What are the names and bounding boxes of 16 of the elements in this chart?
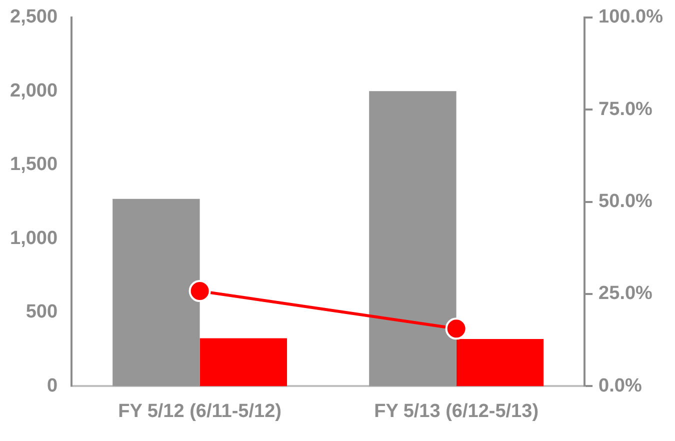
y2-tick-label: 100.0% bbox=[598, 6, 664, 28]
bar bbox=[200, 338, 288, 386]
y2-tick-label: 0.0% bbox=[598, 375, 642, 396]
y-tick-label: 1,000 bbox=[10, 228, 58, 249]
y2-tick-label: 25.0% bbox=[598, 283, 653, 304]
y-tick-label: 500 bbox=[26, 302, 58, 323]
bar bbox=[112, 198, 200, 386]
x-tick-label: FY 5/12 (6/11-5/12) bbox=[118, 400, 282, 422]
y2-tick-label: 50.0% bbox=[598, 191, 653, 212]
bar bbox=[369, 91, 456, 386]
y2-tick-label: 75.0% bbox=[598, 98, 653, 120]
y-tick-label: 0 bbox=[46, 375, 58, 396]
y-tick-label: 2,000 bbox=[10, 80, 58, 102]
x-tick-label: FY 5/13 (6/12-5/13) bbox=[374, 400, 539, 422]
y-tick-label: 2,500 bbox=[10, 6, 58, 28]
y-tick-label: 1,500 bbox=[10, 154, 58, 176]
